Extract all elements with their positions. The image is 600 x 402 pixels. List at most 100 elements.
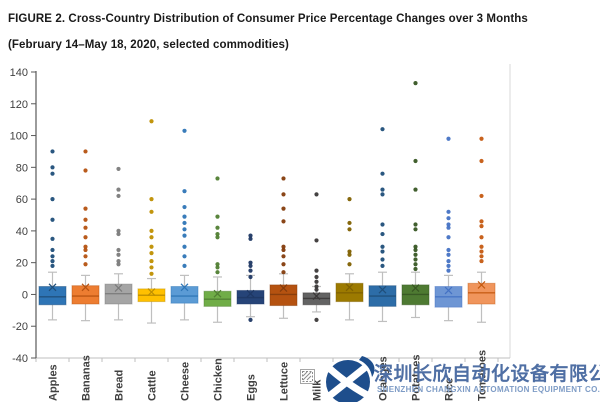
outlier-dot: [281, 206, 286, 211]
mean-marker: [180, 283, 189, 292]
outlier-dot: [116, 247, 121, 253]
outlier-dot: [281, 219, 286, 224]
outlier-dot: [413, 158, 418, 164]
outlier-dot: [182, 204, 187, 210]
outlier-dot: [380, 222, 385, 227]
outlier-dot: [83, 149, 88, 154]
outlier-dot: [83, 244, 88, 249]
outlier-dot: [50, 171, 55, 176]
outlier-dot: [479, 136, 484, 141]
category-label-cattle: Cattle: [147, 370, 159, 401]
outlier-dot: [248, 268, 253, 273]
outlier-dot: [248, 236, 253, 241]
mean-marker: [411, 284, 420, 293]
outlier-dot: [413, 244, 418, 249]
category-label-tomatoes: Tomatoes: [477, 350, 489, 401]
box-bananas: [71, 285, 100, 305]
category-label-chicken: Chicken: [213, 358, 225, 401]
outlier-dot: [413, 266, 418, 272]
outlier-dot: [281, 262, 286, 267]
outlier-dot: [380, 263, 385, 268]
outlier-dot: [380, 244, 385, 249]
outlier-dot: [182, 244, 187, 249]
outlier-dot: [446, 258, 451, 264]
outlier-dot: [446, 252, 451, 257]
outlier-dot: [380, 257, 385, 262]
watermark-company-name-en: SHENZHEN CHANGXIN AUTOMATION EQUIPMENT C…: [377, 385, 600, 394]
outlier-dot: [479, 193, 484, 199]
outlier-dot: [116, 193, 121, 199]
outlier-dot: [215, 225, 220, 230]
outlier-dot: [83, 168, 88, 173]
outlier-dot: [446, 222, 451, 227]
outlier-dot: [479, 219, 484, 224]
outlier-dot: [149, 228, 154, 233]
box-apples: [38, 286, 67, 306]
outlier-dot: [116, 231, 121, 237]
box-lettuce: [269, 284, 298, 307]
outlier-dot: [215, 214, 220, 219]
outlier-dot: [83, 206, 88, 211]
watermark-company-name-cn: 深圳长欣自动化设备有限公司: [374, 364, 600, 385]
outlier-dot: [50, 254, 55, 259]
outlier-dot: [215, 270, 220, 275]
outlier-dot: [314, 238, 319, 243]
value-axis-tick-label: -40: [12, 353, 28, 365]
outlier-dot: [83, 247, 88, 253]
outlier-dot: [347, 227, 352, 232]
outlier-dot: [50, 197, 55, 202]
outlier-dot: [314, 284, 319, 289]
outlier-dot: [182, 214, 187, 219]
outlier-dot: [248, 263, 253, 268]
category-label-bread: Bread: [114, 370, 126, 401]
outlier-dot: [446, 235, 451, 240]
outlier-dot: [314, 317, 319, 322]
outlier-dot: [182, 227, 187, 232]
value-axis-tick-label: 140: [10, 67, 28, 79]
outlier-dot: [149, 244, 154, 249]
mean-marker: [48, 283, 57, 292]
outlier-dot: [83, 217, 88, 222]
outlier-dot: [215, 262, 220, 267]
outlier-dot: [446, 268, 451, 273]
outlier-dot: [248, 274, 253, 280]
outlier-dot: [479, 235, 484, 240]
outlier-dot: [215, 235, 220, 240]
outlier-dot: [149, 119, 154, 124]
outlier-dot: [182, 128, 187, 133]
outlier-dot: [314, 279, 319, 284]
category-label-oranges: Oranges: [378, 356, 390, 401]
outlier-dot: [116, 258, 121, 264]
value-axis-tick-label: 0: [22, 289, 28, 301]
company-logo-icon: [325, 356, 375, 402]
category-label-potatoes: Potatoes: [411, 355, 423, 401]
outlier-dot: [479, 249, 484, 254]
mean-marker: [378, 285, 387, 294]
outlier-dot: [380, 192, 385, 197]
value-axis-tick-label: 120: [10, 99, 28, 111]
outlier-dot: [380, 231, 385, 237]
outlier-dot: [149, 265, 154, 270]
outlier-dot: [182, 233, 187, 238]
mean-marker: [477, 280, 486, 289]
value-axis-tick-label: 100: [10, 131, 28, 143]
outlier-dot: [50, 247, 55, 253]
outlier-dot: [281, 254, 286, 259]
figure-title: FIGURE 2. Cross-Country Distribution of …: [8, 6, 596, 58]
outlier-dot: [83, 262, 88, 267]
outlier-dot: [116, 252, 121, 257]
outlier-dot: [413, 222, 418, 227]
outlier-dot: [149, 197, 154, 202]
outlier-dot: [149, 271, 154, 276]
value-axis-tick-label: 40: [16, 226, 28, 238]
outlier-dot: [182, 189, 187, 194]
value-axis-tick-label: -20: [12, 321, 28, 333]
outlier-dot: [50, 165, 55, 170]
broken-image-glyph: [302, 371, 313, 382]
mean-marker: [81, 283, 90, 292]
outlier-dot: [413, 252, 418, 257]
mean-marker: [444, 286, 453, 295]
outlier-dot: [347, 197, 352, 202]
